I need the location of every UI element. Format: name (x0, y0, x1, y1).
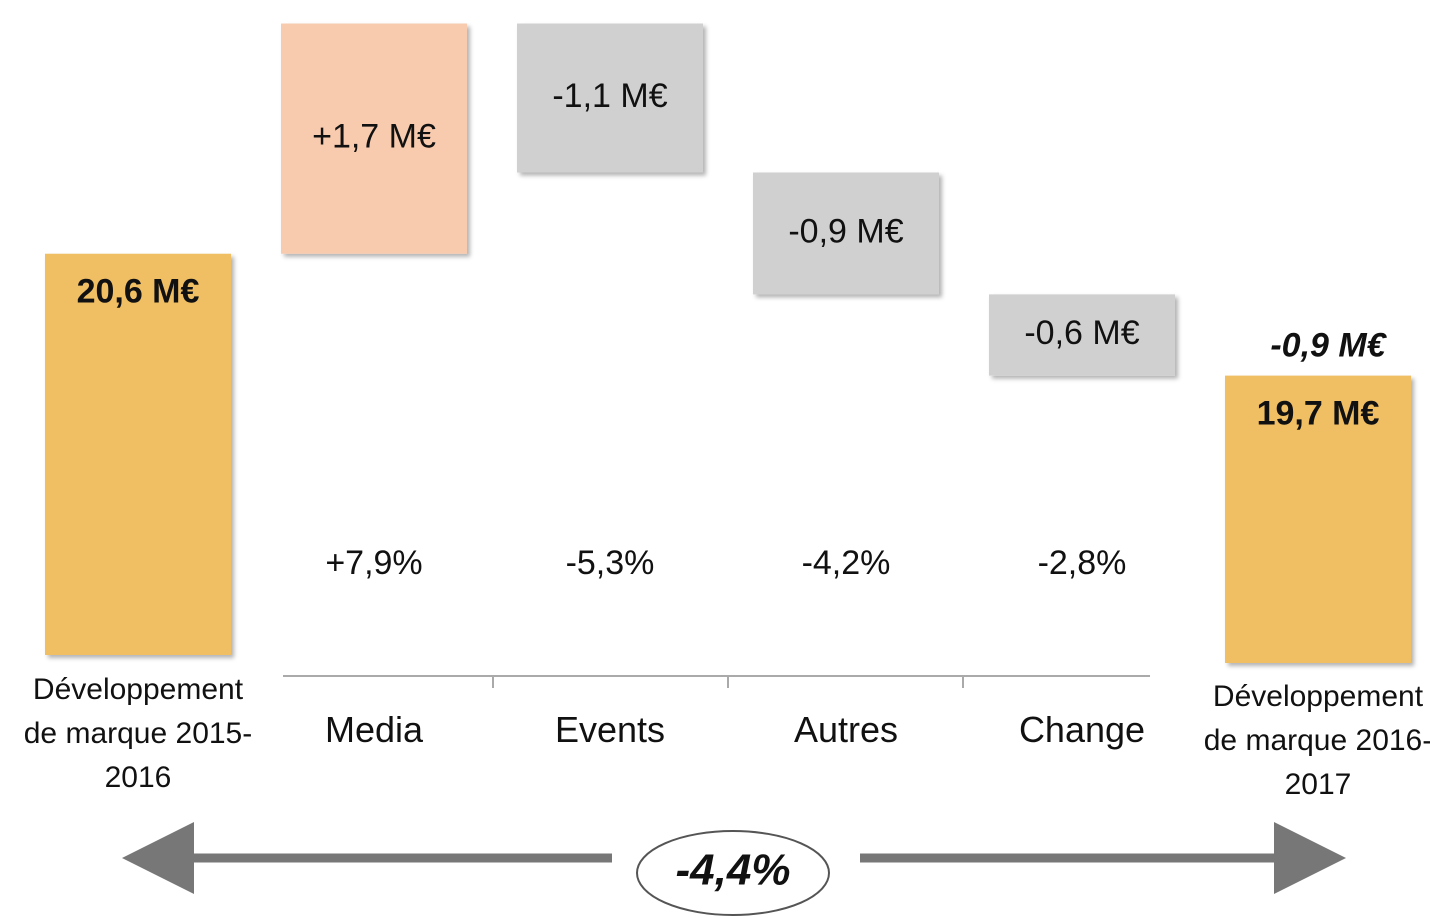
bar (45, 253, 231, 655)
change-label: -2,8% (1038, 544, 1127, 582)
x-tick-label: Events (554, 709, 666, 750)
x-tick-label: Change (1018, 709, 1146, 750)
bar (517, 23, 703, 173)
x-tick-label: Développement de marque 2016-2017 (1203, 680, 1430, 801)
change-label: -5,3% (566, 544, 655, 582)
value-label: -0,9 M€ (788, 212, 903, 250)
x-tick-label: Media (324, 709, 424, 750)
bar (1225, 375, 1411, 663)
total-change: -4,4% (676, 846, 791, 895)
value-label: 19,7 M€ (1257, 395, 1380, 433)
value-label: -0,6 M€ (1024, 314, 1139, 352)
bar (753, 172, 939, 295)
axis (283, 675, 1150, 688)
x-tick-label: Autres (793, 709, 899, 750)
value-label: +1,7 M€ (312, 118, 436, 156)
value-label: 20,6 M€ (77, 273, 200, 311)
x-tick-label: Développement de marque 2015-2016 (23, 673, 253, 794)
bar (989, 294, 1175, 376)
bar (281, 23, 467, 254)
total-change-ellipse (636, 830, 830, 916)
value-label: -1,1 M€ (552, 77, 667, 115)
change-label: -4,2% (802, 544, 891, 582)
end-annotation: -0,9 M€ (1270, 327, 1387, 365)
change-label: +7,9% (325, 544, 422, 582)
